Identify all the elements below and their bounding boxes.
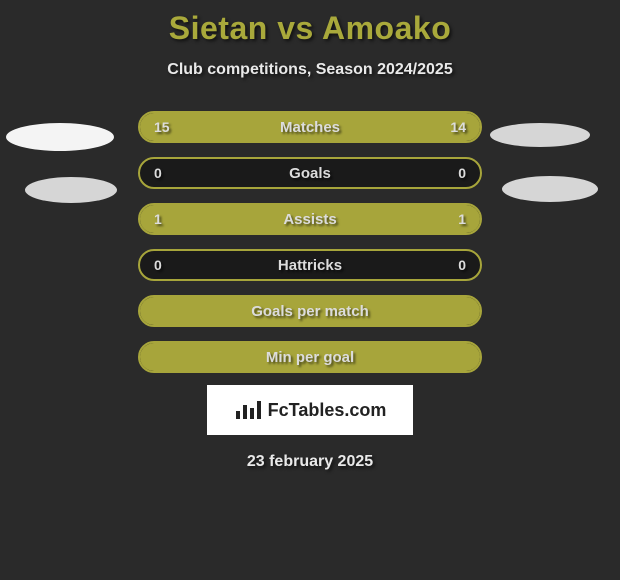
subtitle: Club competitions, Season 2024/2025	[167, 61, 452, 79]
stat-value-right: 14	[450, 119, 466, 135]
date-label: 23 february 2025	[247, 453, 373, 471]
player-a-badge-2	[25, 177, 117, 203]
stat-value-left: 0	[154, 165, 162, 181]
player-b-name: Amoako	[322, 10, 451, 46]
player-b-badge-1	[490, 123, 590, 147]
stat-row-hattricks: 0 Hattricks 0	[138, 249, 482, 281]
chart-bars-icon	[234, 399, 262, 421]
stat-row-matches: 15 Matches 14	[138, 111, 482, 143]
stat-value-right: 0	[458, 165, 466, 181]
logo-text: FcTables.com	[268, 400, 387, 421]
stat-label: Goals	[289, 165, 331, 182]
stat-value-right: 1	[458, 211, 466, 227]
page-title: Sietan vs Amoako	[169, 10, 451, 47]
stat-label: Assists	[283, 211, 336, 228]
stat-row-assists: 1 Assists 1	[138, 203, 482, 235]
player-a-name: Sietan	[169, 10, 268, 46]
stat-label: Hattricks	[278, 257, 342, 274]
stat-label: Goals per match	[251, 303, 369, 320]
vs-separator: vs	[277, 10, 314, 46]
stat-value-left: 1	[154, 211, 162, 227]
stat-label: Matches	[280, 119, 340, 136]
stat-value-left: 0	[154, 257, 162, 273]
player-a-badge-1	[6, 123, 114, 151]
stats-container: 15 Matches 14 0 Goals 0 1 Assists 1 0 Ha…	[0, 111, 620, 373]
stat-value-left: 15	[154, 119, 170, 135]
logo-text-com: .com	[344, 400, 386, 420]
stat-value-right: 0	[458, 257, 466, 273]
player-b-badge-2	[502, 176, 598, 202]
content-wrapper: Sietan vs Amoako Club competitions, Seas…	[0, 0, 620, 580]
logo-text-tables: Tables	[289, 400, 345, 420]
stat-row-goals: 0 Goals 0	[138, 157, 482, 189]
fctables-logo[interactable]: FcTables.com	[207, 385, 413, 435]
stat-row-min-per-goal: Min per goal	[138, 341, 482, 373]
stat-row-goals-per-match: Goals per match	[138, 295, 482, 327]
logo-text-fc: Fc	[268, 400, 289, 420]
stat-label: Min per goal	[266, 349, 354, 366]
